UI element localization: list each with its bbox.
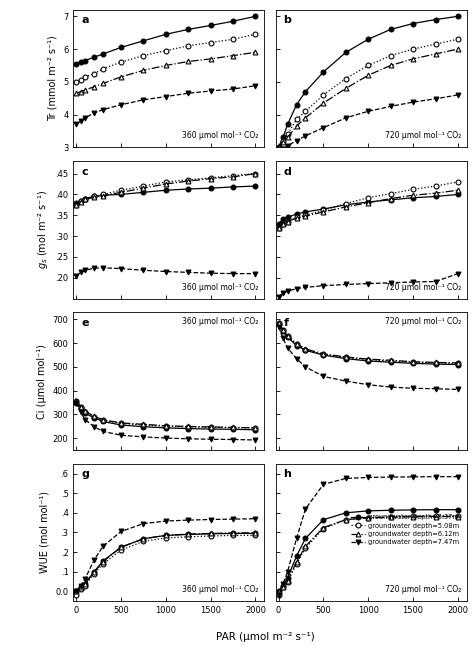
Text: b: b	[283, 15, 292, 25]
Y-axis label: WUE (mol mol⁻¹): WUE (mol mol⁻¹)	[40, 491, 50, 573]
Legend: groundwater depth=3.37m, groundwater depth=5.08m, groundwater depth=6.12m, groun: groundwater depth=3.37m, groundwater dep…	[348, 512, 462, 548]
Text: 360 μmol mol⁻¹ CO₂: 360 μmol mol⁻¹ CO₂	[182, 283, 259, 292]
Text: PAR (μmol m⁻² s⁻¹): PAR (μmol m⁻² s⁻¹)	[216, 632, 315, 642]
Text: c: c	[81, 166, 88, 177]
Text: f: f	[283, 318, 289, 328]
Text: 360 μmol mol⁻¹ CO₂: 360 μmol mol⁻¹ CO₂	[182, 317, 259, 326]
Text: 720 μmol mol⁻¹ CO₂: 720 μmol mol⁻¹ CO₂	[385, 317, 461, 326]
Y-axis label: $g_s$ (mol m⁻² s⁻¹): $g_s$ (mol m⁻² s⁻¹)	[36, 190, 50, 269]
Text: e: e	[81, 318, 89, 328]
Text: 720 μmol mol⁻¹ CO₂: 720 μmol mol⁻¹ CO₂	[385, 131, 461, 140]
Text: 720 μmol mol⁻¹ CO₂: 720 μmol mol⁻¹ CO₂	[385, 283, 461, 292]
Text: a: a	[81, 15, 89, 25]
Y-axis label: Tr (mmol m⁻² s⁻¹): Tr (mmol m⁻² s⁻¹)	[48, 36, 58, 122]
Text: 360 μmol mol⁻¹ CO₂: 360 μmol mol⁻¹ CO₂	[182, 131, 259, 140]
Text: h: h	[283, 469, 292, 479]
Text: d: d	[283, 166, 292, 177]
Y-axis label: Ci (μmol mol⁻¹): Ci (μmol mol⁻¹)	[37, 344, 47, 419]
Text: 360 μmol mol⁻¹ CO₂: 360 μmol mol⁻¹ CO₂	[182, 586, 259, 594]
Text: g: g	[81, 469, 89, 479]
Text: 720 μmol mol⁻¹ CO₂: 720 μmol mol⁻¹ CO₂	[385, 586, 461, 594]
